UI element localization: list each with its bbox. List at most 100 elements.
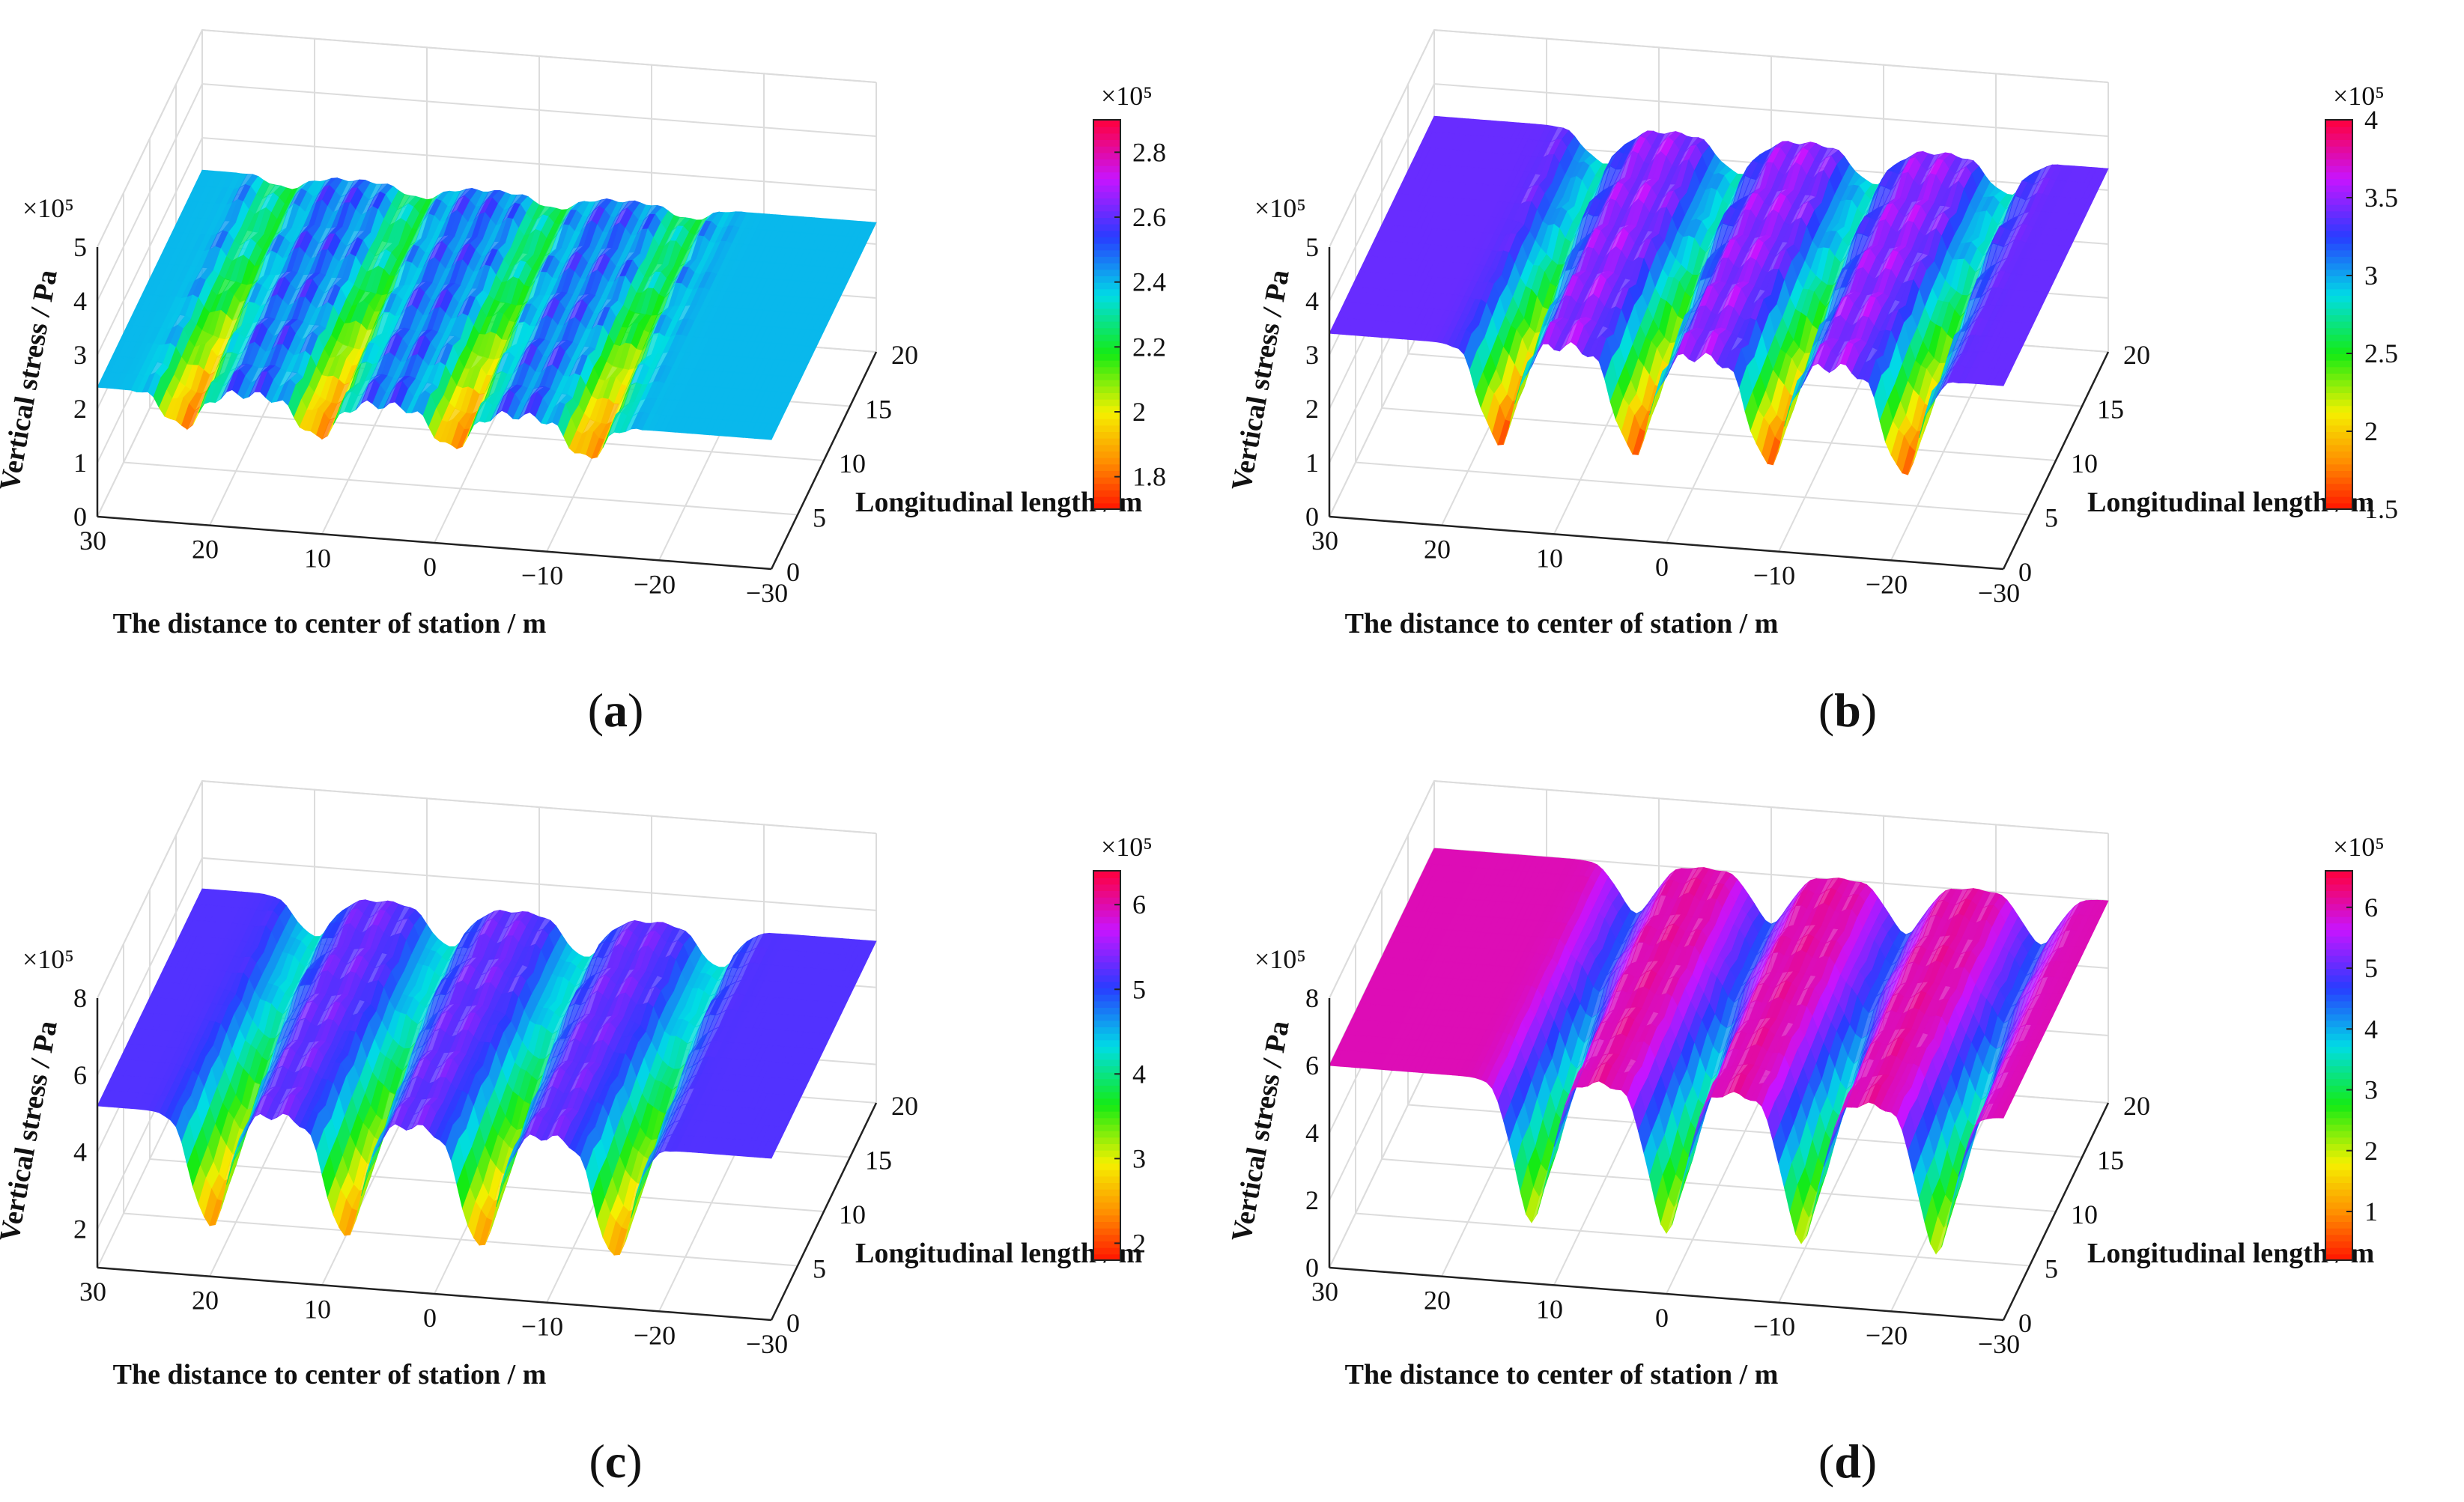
y-tick-label: 5 — [813, 503, 826, 533]
z-tick-label: 2 — [73, 394, 87, 424]
colorbar-segment — [1093, 425, 1120, 432]
colorbar-segment — [2325, 269, 2352, 276]
x-axis-title: The distance to center of station / m — [113, 608, 547, 639]
colorbar-segment — [2325, 444, 2352, 451]
colorbar-segment — [1093, 243, 1120, 251]
colorbar-segment — [1093, 398, 1120, 407]
colorbar-segment — [1093, 223, 1120, 231]
colorbar-segment — [1093, 347, 1120, 354]
colorbar-segment — [2325, 347, 2352, 354]
x-tick-label: −10 — [521, 561, 563, 591]
colorbar-segment — [1093, 210, 1120, 218]
colorbar-segment — [1093, 373, 1120, 380]
colorbar-segment — [2325, 243, 2352, 251]
x-tick-label: 30 — [79, 526, 106, 556]
colorbar-segment — [2325, 425, 2352, 432]
colorbar-segment — [2325, 301, 2352, 309]
colorbar-segment — [2325, 237, 2352, 244]
colorbar-tick-label: 4 — [2364, 105, 2378, 135]
grid-line — [1329, 28, 2109, 248]
colorbar-tick-label: 3 — [2364, 261, 2378, 291]
colorbar-segment — [1093, 308, 1120, 315]
colorbar-tick-label: 1.5 — [2364, 494, 2398, 524]
colorbar-segment — [1093, 237, 1120, 244]
x-tick-label: −20 — [634, 569, 676, 599]
colorbar-segment — [1093, 502, 1120, 510]
y-tick-label: 20 — [2123, 340, 2150, 370]
colorbar-segment — [1093, 451, 1120, 458]
colorbar-segment — [1093, 314, 1120, 322]
colorbar-segment — [2325, 340, 2352, 348]
colorbar-segment — [1093, 405, 1120, 413]
colorbar-segment — [1093, 483, 1120, 490]
grid-line — [1329, 82, 2109, 302]
colorbar-segment — [1093, 178, 1120, 186]
colorbar-segment — [2325, 483, 2352, 490]
colorbar-segment — [2325, 359, 2352, 368]
z-scale-label: ×10⁵ — [22, 193, 74, 223]
colorbar-segment — [2325, 334, 2352, 341]
colorbar-segment — [1093, 412, 1120, 419]
colorbar-segment — [1093, 269, 1120, 276]
x-axis-title: The distance to center of station / m — [1345, 608, 1779, 639]
colorbar-segment — [2325, 502, 2352, 510]
grid-line — [97, 779, 877, 999]
colorbar-segment — [2325, 217, 2352, 225]
colorbar-segment — [1093, 165, 1120, 173]
colorbar-segment — [1093, 476, 1120, 484]
grid-line — [97, 28, 877, 248]
colorbar-segment — [2325, 476, 2352, 484]
colorbar-segment — [1093, 470, 1120, 478]
colorbar-segment — [1093, 301, 1120, 309]
z-tick-label: 3 — [1305, 340, 1319, 370]
y-tick-label: 0 — [786, 557, 800, 587]
x-tick-label: 0 — [1655, 552, 1669, 582]
x-tick-label: −30 — [1978, 578, 2020, 608]
y-axis-line — [770, 351, 878, 570]
x-tick-label: 0 — [423, 552, 437, 582]
y-tick-label: 5 — [2045, 503, 2058, 533]
colorbar-segment — [2325, 327, 2352, 335]
colorbar-segment — [1093, 152, 1120, 159]
colorbar-segment — [2325, 249, 2352, 257]
colorbar-segment — [1093, 340, 1120, 348]
colorbar-segment — [2325, 165, 2352, 173]
colorbar-segment — [1093, 431, 1120, 439]
grid-line — [123, 1212, 798, 1267]
colorbar-segment — [1093, 288, 1120, 296]
colorbar-segment — [2325, 126, 2352, 134]
colorbar-segment — [2325, 392, 2352, 400]
surface — [97, 888, 877, 1256]
x-tick-label: 20 — [192, 535, 219, 565]
colorbar-segment — [2325, 418, 2352, 426]
colorbar-segment — [2325, 184, 2352, 192]
colorbar-segment — [2325, 314, 2352, 322]
colorbar-segment — [2325, 133, 2352, 140]
colorbar-segment — [1093, 276, 1120, 283]
z-scale-label: ×10⁵ — [1254, 193, 1306, 223]
colorbar-segment — [1093, 159, 1120, 166]
colorbar-frame — [1093, 119, 1121, 510]
colorbar-segment — [1093, 198, 1120, 205]
z-tick-label: 0 — [1305, 502, 1319, 532]
colorbar-segment — [2325, 463, 2352, 471]
colorbar: 1.522.533.54×10⁵ — [2325, 81, 2398, 524]
colorbar-tick-label: 2 — [2364, 416, 2378, 446]
colorbar-segment — [1093, 353, 1120, 361]
colorbar-segment — [1093, 133, 1120, 140]
colorbar-segment — [2325, 282, 2352, 290]
colorbar-segment — [2325, 204, 2352, 212]
surface-patch — [1997, 369, 2012, 386]
colorbar-segment — [2325, 288, 2352, 296]
colorbar-segment — [1093, 295, 1120, 302]
colorbar-segment — [2325, 398, 2352, 407]
colorbar-segment — [1093, 256, 1120, 264]
colorbar-segment — [1093, 490, 1120, 497]
colorbar-segment — [2325, 386, 2352, 393]
z-tick-label: 1 — [73, 448, 87, 478]
colorbar-scale-label: ×10⁵ — [2333, 81, 2385, 111]
y-tick-label: 10 — [2071, 449, 2098, 478]
caption-a: (a) — [587, 684, 644, 737]
colorbar-segment — [1093, 334, 1120, 341]
x-tick-label: 30 — [1311, 526, 1338, 556]
